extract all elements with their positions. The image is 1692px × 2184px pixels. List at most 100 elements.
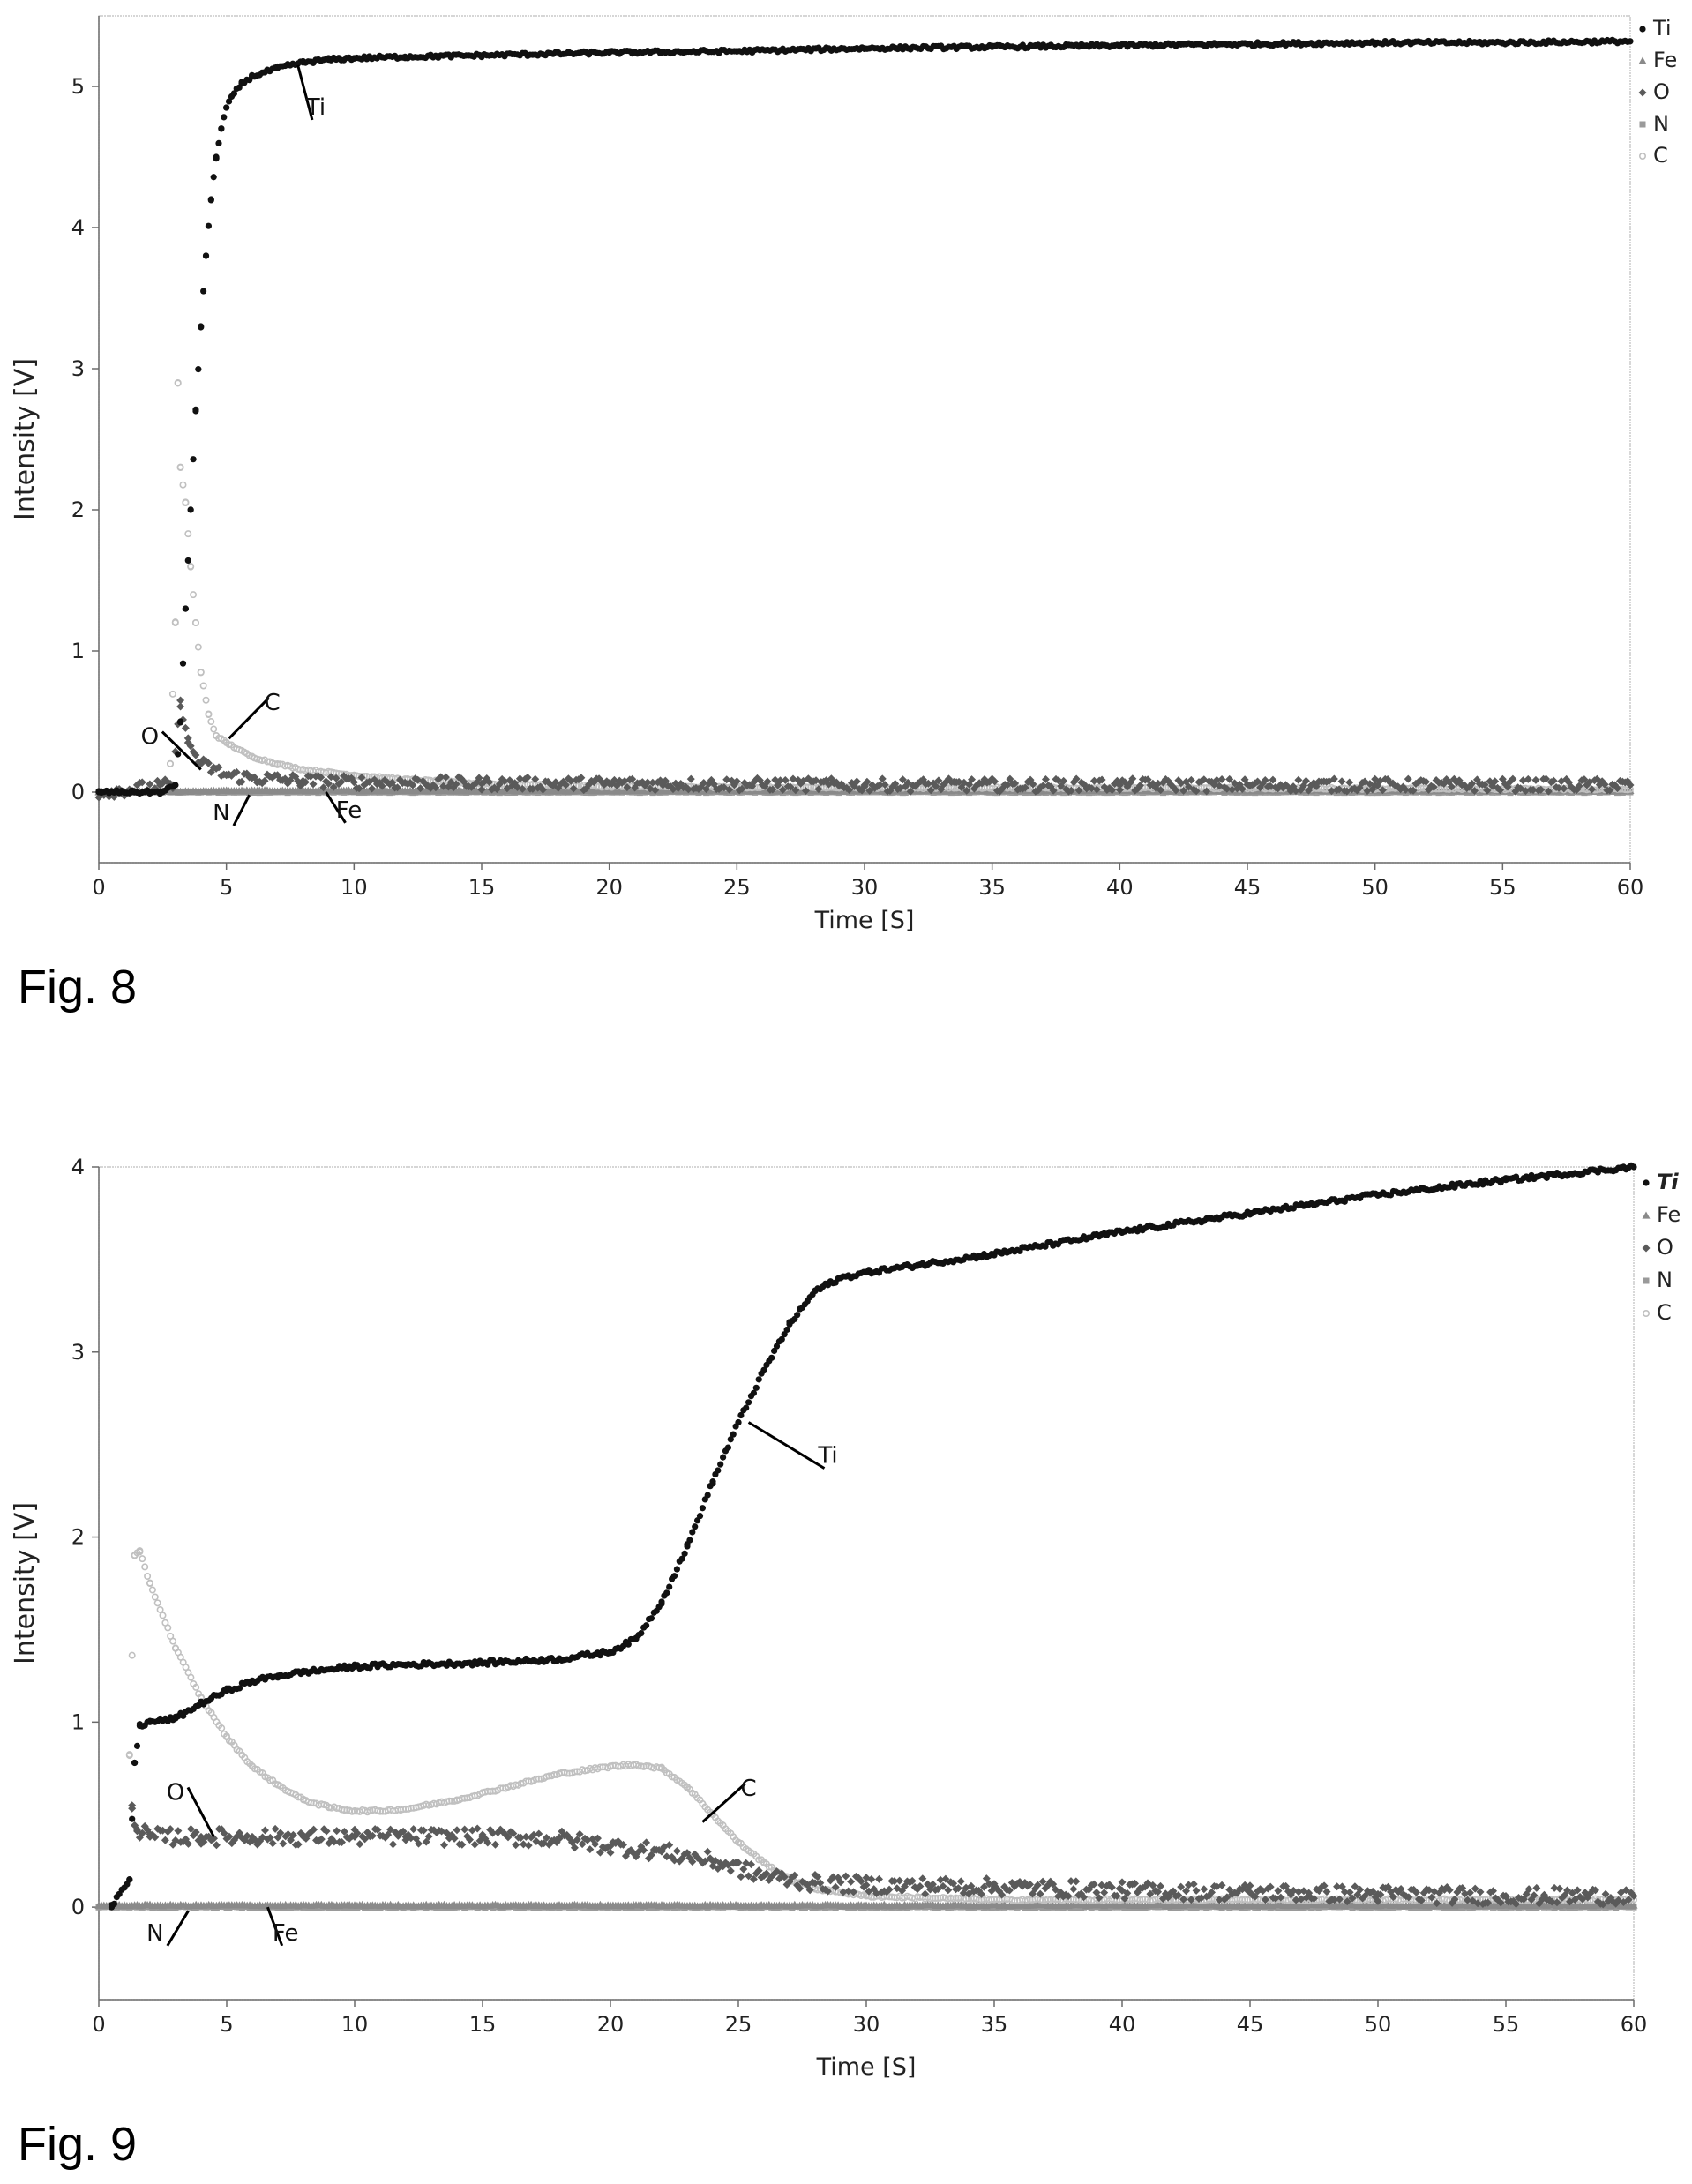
data-point-o bbox=[181, 723, 190, 732]
data-point-o bbox=[309, 780, 318, 789]
data-point-o bbox=[1088, 784, 1097, 793]
data-point-o bbox=[875, 781, 884, 789]
data-point-o bbox=[1041, 774, 1050, 783]
data-point-o bbox=[1613, 784, 1622, 793]
data-point-o bbox=[1471, 787, 1479, 796]
data-point-c bbox=[168, 690, 176, 698]
x-tick-label: 15 bbox=[469, 2012, 497, 2037]
data-point-ti bbox=[225, 98, 233, 105]
y-tick-label: 0 bbox=[71, 780, 85, 804]
data-point-ti bbox=[230, 90, 237, 97]
data-point-o bbox=[1429, 782, 1438, 791]
data-point-c bbox=[171, 618, 179, 626]
data-point-o bbox=[408, 781, 417, 789]
data-point-o bbox=[684, 785, 693, 794]
series-c bbox=[167, 378, 1635, 794]
y-tick-label: 1 bbox=[71, 1709, 85, 1734]
data-point-c bbox=[187, 1673, 195, 1681]
data-point-o bbox=[393, 783, 402, 792]
data-point-o bbox=[824, 780, 833, 789]
data-point-o bbox=[1192, 787, 1201, 796]
data-point-o bbox=[176, 702, 185, 711]
data-point-o bbox=[863, 777, 872, 786]
data-point-o bbox=[1531, 775, 1540, 784]
data-point-c bbox=[156, 1605, 164, 1613]
data-point-c bbox=[141, 1563, 149, 1571]
data-point-c bbox=[159, 1612, 167, 1619]
data-point-o bbox=[763, 777, 772, 786]
data-point-o bbox=[955, 777, 963, 786]
data-point-c bbox=[184, 530, 192, 538]
data-point-o bbox=[566, 776, 575, 785]
data-point-o bbox=[138, 778, 146, 787]
data-point-c bbox=[146, 1579, 154, 1587]
data-point-c bbox=[192, 1683, 200, 1691]
data-point-c bbox=[205, 710, 213, 718]
data-point-o bbox=[1172, 786, 1180, 795]
data-point-o bbox=[1039, 782, 1048, 790]
data-point-o bbox=[1266, 782, 1275, 790]
data-point-o bbox=[686, 774, 695, 783]
data-point-o bbox=[610, 775, 618, 784]
data-point-o bbox=[1302, 776, 1311, 785]
data-point-o bbox=[643, 778, 652, 787]
data-point-o bbox=[1560, 784, 1568, 793]
data-point-o bbox=[1067, 786, 1075, 795]
data-point-o bbox=[1261, 776, 1269, 785]
data-point-c bbox=[148, 1586, 156, 1594]
data-point-o bbox=[1345, 778, 1354, 787]
x-tick-label: 30 bbox=[851, 875, 879, 900]
data-point-o bbox=[531, 774, 540, 783]
data-point-o bbox=[232, 767, 241, 776]
data-point-o bbox=[561, 781, 570, 789]
data-point-o bbox=[771, 775, 780, 784]
data-point-ti bbox=[175, 751, 182, 758]
legend-label-ti: Ti bbox=[1652, 16, 1672, 41]
data-point-c bbox=[164, 1624, 172, 1632]
data-point-o bbox=[477, 785, 486, 794]
data-point-o bbox=[651, 786, 660, 795]
data-point-o bbox=[786, 782, 795, 791]
x-tick-label: 25 bbox=[723, 875, 751, 900]
data-point-o bbox=[204, 759, 213, 767]
data-point-o bbox=[1112, 776, 1121, 785]
data-point-c bbox=[174, 379, 182, 387]
legend-marker-o bbox=[1638, 88, 1647, 97]
annotation-leader bbox=[161, 730, 202, 771]
data-point-o bbox=[1483, 786, 1492, 795]
data-point-o bbox=[538, 785, 547, 794]
x-tick-label: 5 bbox=[220, 2012, 233, 2037]
data-point-ti bbox=[246, 77, 253, 84]
data-point-o bbox=[355, 784, 363, 793]
x-tick-label: 0 bbox=[92, 875, 105, 900]
data-point-o bbox=[1294, 775, 1303, 784]
data-point-o bbox=[183, 734, 192, 743]
figure-8: 0 5 10 15 20 25 30 35 40 45 50 55 60 0 1 2 3 4 5 Time [S] In… bbox=[0, 0, 1692, 1041]
annotation-leader bbox=[325, 791, 347, 824]
data-point-o bbox=[845, 785, 854, 794]
data-point-o bbox=[1074, 786, 1083, 795]
data-point-ti bbox=[192, 406, 199, 414]
data-point-o bbox=[1021, 783, 1029, 792]
data-point-ti bbox=[1624, 38, 1631, 45]
data-point-o bbox=[1575, 782, 1583, 790]
annotation-label-n: N bbox=[213, 800, 229, 826]
data-point-o bbox=[1212, 775, 1221, 784]
data-point-o bbox=[1623, 777, 1632, 786]
data-point-ti bbox=[198, 324, 205, 331]
data-point-c bbox=[218, 1724, 226, 1732]
x-tick-label: 55 bbox=[1489, 875, 1516, 900]
data-point-ti bbox=[176, 719, 184, 726]
data-point-o bbox=[1291, 787, 1300, 796]
x-ticks: 0 5 10 15 20 25 30 35 40 45 50 55 60 bbox=[92, 863, 1643, 900]
legend-label-fe: Fe bbox=[1653, 48, 1677, 72]
data-point-o bbox=[1329, 774, 1338, 783]
data-point-o bbox=[1225, 774, 1234, 783]
data-point-o bbox=[237, 777, 246, 786]
annotation-leader bbox=[228, 697, 270, 740]
data-point-ti bbox=[190, 456, 197, 463]
